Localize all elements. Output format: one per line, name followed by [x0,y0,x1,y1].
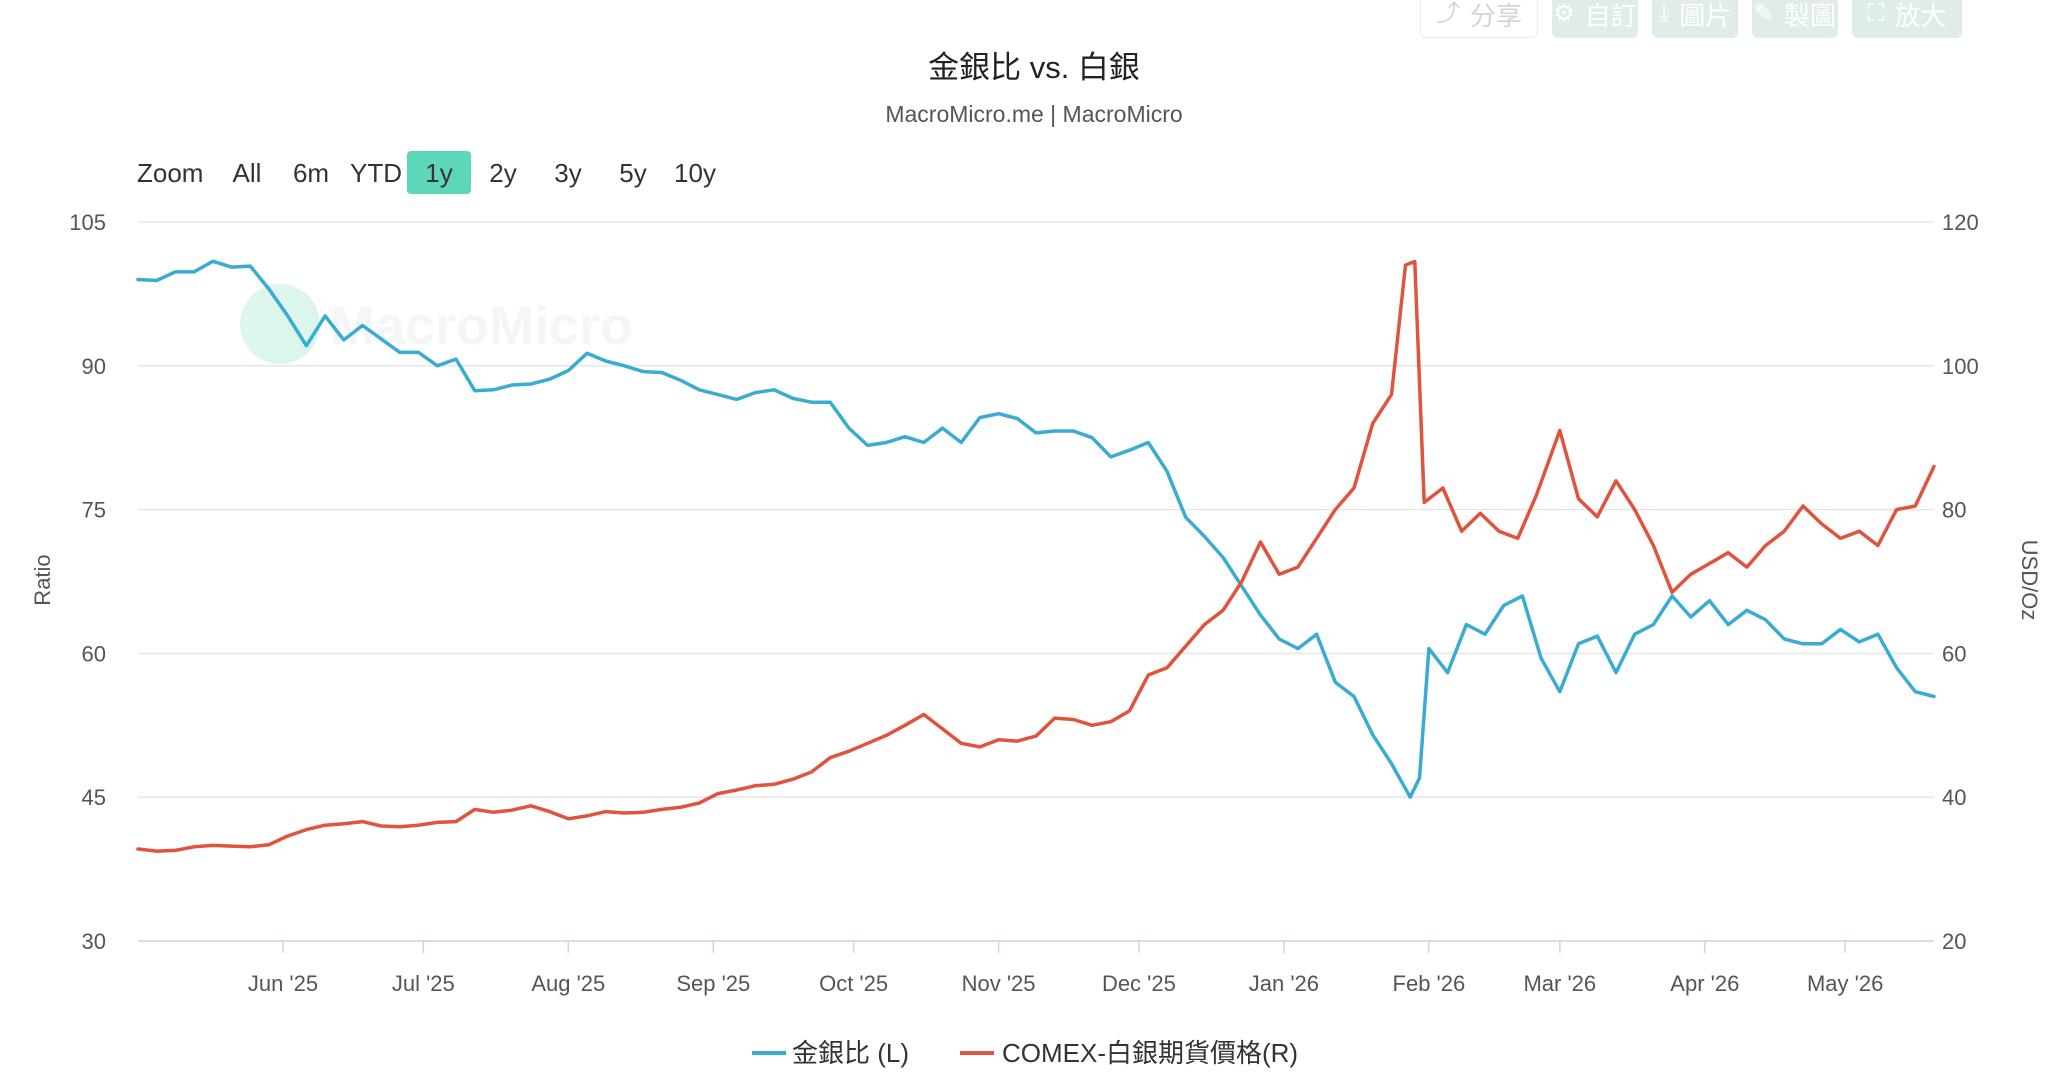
share-icon: ⤴ [1435,0,1460,27]
svg-text:YTD: YTD [350,158,402,188]
zoom-option-ytd[interactable]: YTD [350,158,402,188]
watermark: MacroMicro [240,284,633,364]
y-left-tick-label: 90 [82,354,106,379]
zoom-option-2y[interactable]: 2y [489,158,516,188]
share-label: 分享 [1469,0,1522,31]
svg-text:3y: 3y [554,158,581,188]
chart-title: 金銀比 vs. 白銀 [928,50,1140,85]
zoom-option-all[interactable]: All [233,158,262,188]
svg-text:All: All [233,158,262,188]
y-left-tick-label: 30 [82,929,106,954]
x-tick-label: Jul '25 [392,971,455,996]
y-axis-right: 20 40 60 80 100 120 [1942,210,1979,954]
customize-label: 自訂 [1584,0,1637,31]
svg-text:5y: 5y [619,158,646,188]
svg-text:6m: 6m [293,158,329,188]
x-tick-label: Nov '25 [962,971,1036,996]
x-tick-label: Dec '25 [1102,971,1176,996]
silver-series-line [136,259,1936,853]
customize-button[interactable]: ⚙ 自訂 [1552,0,1638,38]
download-icon: ⤓ [1658,0,1670,27]
y-right-tick-label: 100 [1942,354,1979,379]
y-left-tick-label: 75 [82,498,106,523]
watermark-text: MacroMicro [330,296,633,356]
y-right-tick-label: 40 [1942,785,1966,810]
enlarge-button[interactable]: ⛶ 放大 [1852,0,1962,38]
legend: 金銀比 (L) COMEX-白銀期貨價格(R) [752,1038,1298,1068]
y-right-tick-label: 120 [1942,210,1979,235]
ratio-series-line [136,259,1936,799]
y-right-tick-label: 80 [1942,498,1966,523]
zoom-option-6m[interactable]: 6m [293,158,329,188]
zoom-label: Zoom [137,158,203,188]
expand-icon: ⛶ [1867,0,1885,27]
share-button[interactable]: ⤴ 分享 [1420,0,1538,38]
x-tick-label: Sep '25 [676,971,750,996]
svg-text:10y: 10y [674,158,716,188]
x-tick-label: Mar '26 [1523,971,1596,996]
y-left-tick-label: 105 [69,210,106,235]
x-tick-label: Apr '26 [1670,971,1739,996]
chart-subtitle: MacroMicro.me | MacroMicro [885,101,1182,127]
legend-label: COMEX-白銀期貨價格(R) [1002,1038,1298,1068]
pencil-icon: ✎ [1753,0,1775,27]
y-right-tick-label: 20 [1942,929,1966,954]
zoom-option-3y[interactable]: 3y [554,158,581,188]
zoom-option-10y[interactable]: 10y [674,158,716,188]
x-tick-label: Oct '25 [819,971,888,996]
draw-button[interactable]: ✎ 製圖 [1752,0,1838,38]
zoom-option-1y[interactable]: 1y [407,151,471,194]
gear-icon: ⚙ [1553,0,1575,27]
legend-label: 金銀比 (L) [792,1038,909,1068]
x-tick-label: May '26 [1807,971,1883,996]
y-right-axis-label: USD/Oz [2017,540,2042,621]
svg-text:2y: 2y [489,158,516,188]
series-lines [136,259,1936,853]
image-label: 圖片 [1679,0,1732,31]
y-left-tick-label: 45 [82,785,106,810]
draw-label: 製圖 [1784,0,1837,31]
legend-item-silver[interactable]: COMEX-白銀期貨價格(R) [960,1038,1298,1068]
y-right-tick-label: 60 [1942,641,1966,666]
watermark-logo-icon [240,284,320,364]
image-button[interactable]: ⤓ 圖片 [1652,0,1738,38]
y-axis-left: 30 45 60 75 90 105 [69,210,106,954]
x-tick-label: Jan '26 [1249,971,1319,996]
svg-text:1y: 1y [425,158,452,188]
x-tick-label: Aug '25 [531,971,605,996]
zoom-bar: Zoom All 6m YTD 1y 2y 3y 5y 10y [137,151,716,194]
x-tick-label: Jun '25 [248,971,318,996]
y-left-axis-label: Ratio [30,554,55,605]
x-tick-label: Feb '26 [1393,971,1466,996]
enlarge-label: 放大 [1894,0,1947,31]
zoom-option-5y[interactable]: 5y [619,158,646,188]
legend-item-ratio[interactable]: 金銀比 (L) [752,1038,909,1068]
y-left-tick-label: 60 [82,641,106,666]
x-axis: Jun '25 Jul '25 Aug '25 Sep '25 Oct '25 Nov '… [138,940,1934,996]
